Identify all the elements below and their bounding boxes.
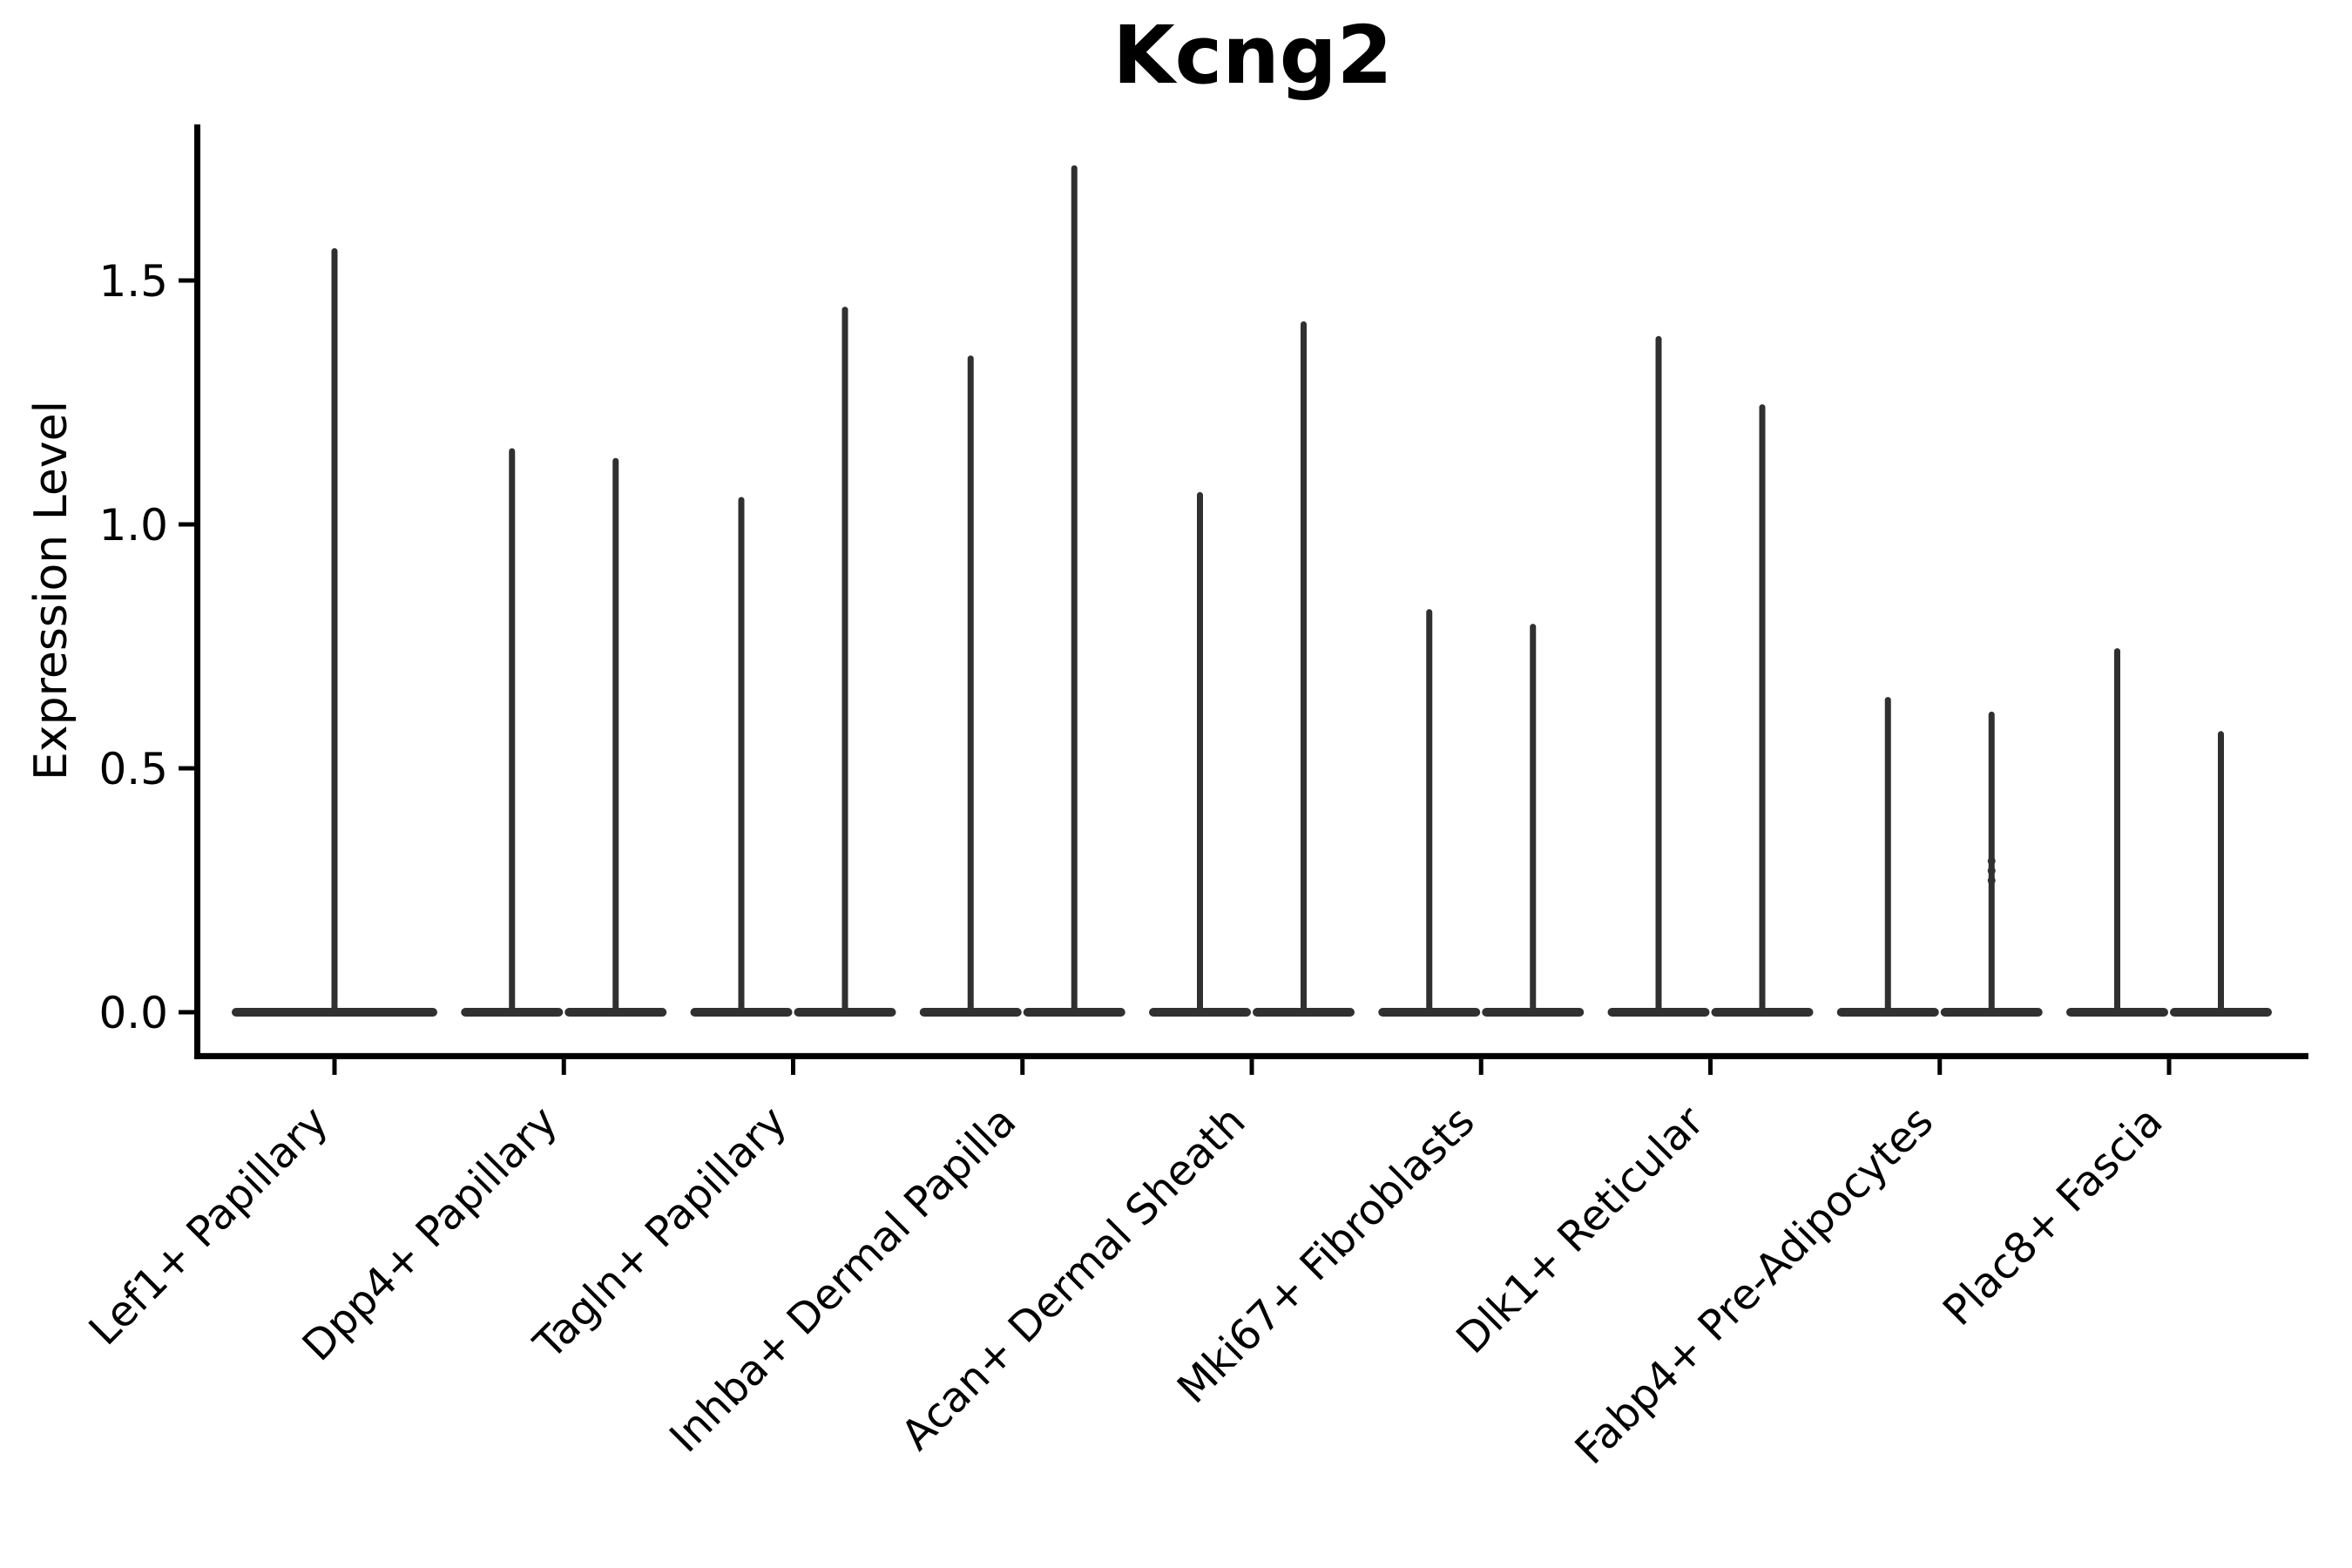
violin-3-1 (1023, 165, 1125, 1017)
violin-0-0 (232, 247, 437, 1017)
violin-4-1 (1253, 321, 1355, 1017)
chart-title: Kcng2 (1112, 9, 1392, 102)
violin-5-1 (1482, 624, 1585, 1017)
jitter-point (1987, 856, 1996, 865)
x-tick-label: Plac8+ Fascia (1934, 1097, 2173, 1335)
violin-7-1 (1940, 711, 2043, 1017)
x-tick-label: Dlk1+ Reticular (1447, 1097, 1713, 1363)
violin-2-0 (690, 497, 793, 1017)
y-tick-label: 0.0 (98, 988, 168, 1038)
violin-8-0 (2066, 648, 2168, 1017)
x-tick-label: Tagln+ Papillary (524, 1097, 796, 1369)
y-tick-label: 1.0 (98, 500, 168, 551)
violin-7-0 (1836, 697, 1939, 1017)
violin-4-0 (1149, 491, 1251, 1017)
x-tick-label: Dpp4+ Papillary (294, 1097, 567, 1370)
violin-2-1 (794, 307, 896, 1017)
violin-5-0 (1378, 609, 1481, 1017)
violin-6-1 (1711, 404, 1814, 1017)
violin-1-0 (461, 448, 564, 1017)
y-tick-label: 0.5 (98, 744, 168, 794)
violin-8-1 (2170, 731, 2272, 1017)
jitter-point (1987, 876, 1996, 885)
violin-6-0 (1607, 335, 1710, 1017)
violin-1-1 (564, 457, 667, 1017)
y-tick-label: 1.5 (98, 256, 168, 307)
jitter-point (1987, 867, 1996, 875)
violin-3-0 (919, 355, 1022, 1017)
violin-layer (232, 165, 2272, 1017)
y-axis-label: Expression Level (25, 401, 78, 781)
x-tick-label: Lef1+ Papillary (80, 1097, 338, 1355)
